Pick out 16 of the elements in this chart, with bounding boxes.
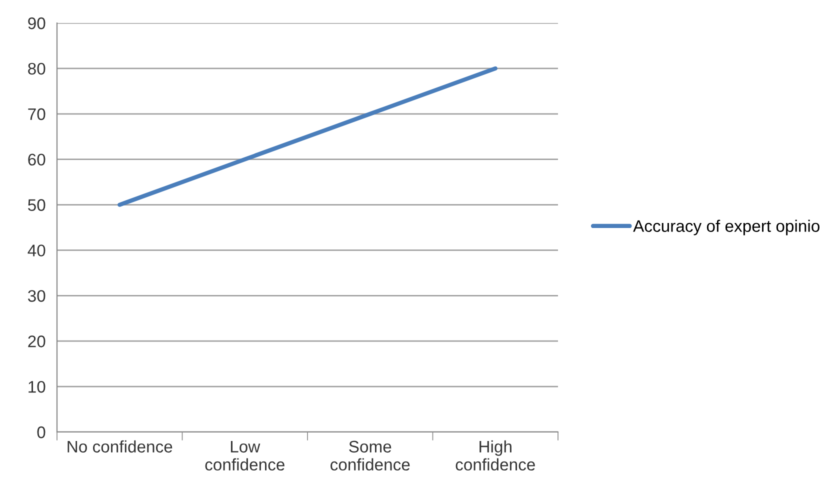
x-tick-label: Some confidence [330, 440, 410, 471]
x-tick-label: High confidence [456, 440, 535, 471]
y-tick-label: 20 [28, 336, 46, 348]
y-tick-label: 40 [28, 244, 46, 256]
y-tick-label: 50 [28, 199, 46, 211]
x-tick-label: No confidence [68, 440, 172, 453]
legend-label: Accuracy of expert opinio [633, 220, 820, 236]
y-tick-label: 0 [37, 426, 46, 438]
y-tick-label: 30 [28, 290, 46, 302]
y-tick-label: 80 [28, 62, 46, 75]
y-tick-label: 70 [28, 108, 46, 120]
y-tick-label: 90 [28, 17, 46, 30]
y-tick-label: 10 [28, 380, 46, 393]
y-tick-label: 60 [28, 154, 46, 166]
x-tick-label: Low confidence [205, 440, 284, 471]
line-series [118, 66, 498, 207]
